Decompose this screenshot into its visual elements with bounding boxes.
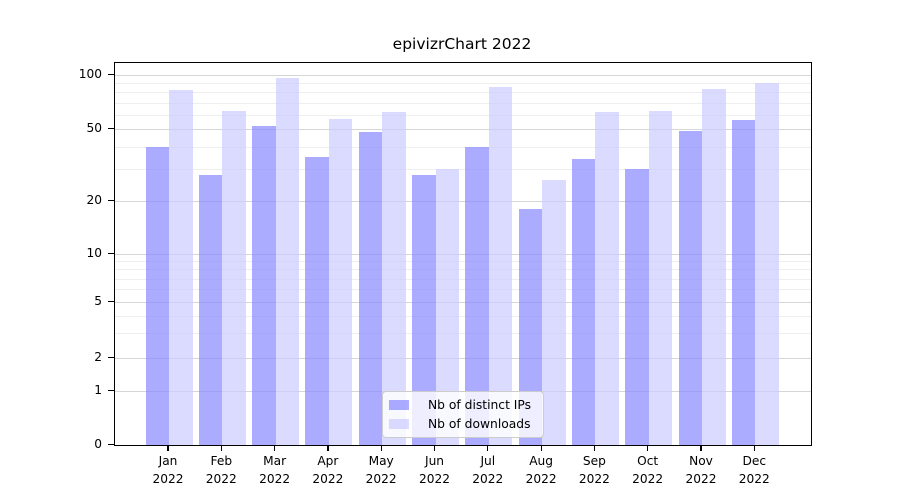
gridline-10 <box>115 254 811 255</box>
y-tick-label-5: 5 <box>94 293 102 308</box>
bar-nb-of-downloads-apr <box>328 118 353 445</box>
bar-nb-of-distinct-ips-may <box>358 132 383 445</box>
x-tick-mark-oct <box>647 445 649 451</box>
gridline-50 <box>115 129 811 130</box>
x-tick-mark-may <box>380 445 382 451</box>
bar-nb-of-distinct-ips-jun <box>412 174 436 445</box>
bar-nb-of-distinct-ips-sep <box>571 159 596 445</box>
y-tick-mark-1 <box>107 389 114 391</box>
bar-nb-of-downloads-dec <box>755 83 779 445</box>
x-tick-mark-feb <box>220 445 222 451</box>
x-tick-mark-aug <box>540 445 542 451</box>
x-tick-mark-dec <box>753 445 755 451</box>
legend-entry-distinct-ips: Nb of distinct IPs <box>388 398 532 412</box>
x-tick-mark-nov <box>700 445 702 451</box>
gridline-9 <box>115 261 811 263</box>
bar-nb-of-distinct-ips-oct <box>625 169 649 445</box>
y-tick-mark-0 <box>107 443 114 445</box>
x-tick-mark-jun <box>433 445 436 451</box>
y-tick-label-0: 0 <box>94 436 102 451</box>
x-tick-label-dec: Dec 2022 <box>738 454 770 486</box>
gridline-70 <box>115 102 811 104</box>
x-tick-label-jun: Jun 2022 <box>418 454 451 486</box>
gridline-90 <box>115 83 811 85</box>
legend-swatch-downloads <box>388 419 409 429</box>
x-tick-label-jul: Jul 2022 <box>472 454 504 486</box>
legend-label-downloads: Nb of downloads <box>427 417 531 431</box>
bar-nb-of-downloads-jul <box>488 86 513 445</box>
gridline-30 <box>115 169 811 171</box>
x-tick-label-feb: Feb 2022 <box>205 454 237 486</box>
x-tick-label-aug: Aug 2022 <box>525 454 557 486</box>
bar-nb-of-downloads-feb <box>222 110 246 445</box>
legend-swatch-distinct-ips <box>388 400 409 410</box>
bar-nb-of-distinct-ips-jan <box>145 146 169 445</box>
legend-entry-downloads: Nb of downloads <box>388 417 531 431</box>
bar-nb-of-downloads-may <box>382 112 406 445</box>
x-tick-mark-mar <box>274 445 276 451</box>
legend: Nb of distinct IPs Nb of downloads <box>381 391 545 438</box>
bar-nb-of-downloads-nov <box>702 88 726 445</box>
gridline-20 <box>115 201 811 202</box>
bar-nb-of-distinct-ips-jul <box>465 146 489 445</box>
x-tick-label-may: May 2022 <box>365 454 397 486</box>
gridline-6 <box>115 289 811 291</box>
y-tick-mark-50 <box>107 127 114 129</box>
bars-layer <box>115 63 811 445</box>
y-tick-label-1: 1 <box>94 382 102 397</box>
x-tick-label-sep: Sep 2022 <box>578 454 610 486</box>
bar-nb-of-distinct-ips-feb <box>198 174 223 445</box>
bar-nb-of-downloads-jun <box>435 169 459 445</box>
x-tick-mark-jan <box>167 445 169 451</box>
x-tick-mark-sep <box>593 445 596 451</box>
gridline-3 <box>115 333 811 335</box>
y-tick-mark-10 <box>107 252 114 254</box>
y-tick-label-2: 2 <box>94 349 102 364</box>
legend-label-distinct-ips: Nb of distinct IPs <box>427 398 532 412</box>
y-tick-label-20: 20 <box>86 192 102 207</box>
bar-nb-of-downloads-oct <box>648 110 673 445</box>
bar-nb-of-distinct-ips-nov <box>678 130 702 445</box>
y-tick-mark-20 <box>107 199 114 201</box>
y-tick-mark-100 <box>107 73 114 75</box>
x-tick-mark-jul <box>487 445 489 451</box>
gridline-2 <box>115 358 811 359</box>
x-tick-label-mar: Mar 2022 <box>259 454 291 486</box>
bar-nb-of-downloads-aug <box>542 180 566 445</box>
y-tick-mark-5 <box>107 300 114 302</box>
gridline-7 <box>115 278 811 280</box>
y-tick-label-100: 100 <box>78 66 102 81</box>
bar-nb-of-downloads-sep <box>595 112 619 445</box>
gridline-100 <box>115 75 811 76</box>
x-tick-label-nov: Nov 2022 <box>685 454 717 486</box>
bar-nb-of-distinct-ips-apr <box>305 157 329 445</box>
bar-nb-of-distinct-ips-dec <box>731 120 756 445</box>
bar-nb-of-downloads-mar <box>275 78 300 445</box>
gridline-60 <box>115 114 811 116</box>
plot-area: Nb of distinct IPs Nb of downloads <box>114 62 812 446</box>
gridline-80 <box>115 92 811 94</box>
y-tick-mark-2 <box>107 356 114 358</box>
bar-nb-of-distinct-ips-aug <box>518 209 543 445</box>
y-tick-label-10: 10 <box>86 245 102 260</box>
x-tick-label-oct: Oct 2022 <box>632 454 664 486</box>
gridline-40 <box>115 146 811 148</box>
y-tick-label-50: 50 <box>86 120 102 135</box>
gridline-5 <box>115 302 811 303</box>
x-tick-label-apr: Apr 2022 <box>312 454 344 486</box>
x-tick-label-jan: Jan 2022 <box>152 454 184 486</box>
gridline-4 <box>115 315 811 317</box>
bar-nb-of-distinct-ips-mar <box>252 125 276 445</box>
chart-title: epivizrChart 2022 <box>392 35 532 53</box>
x-tick-mark-apr <box>327 445 329 451</box>
gridline-8 <box>115 269 811 271</box>
bar-nb-of-downloads-jan <box>169 90 193 445</box>
